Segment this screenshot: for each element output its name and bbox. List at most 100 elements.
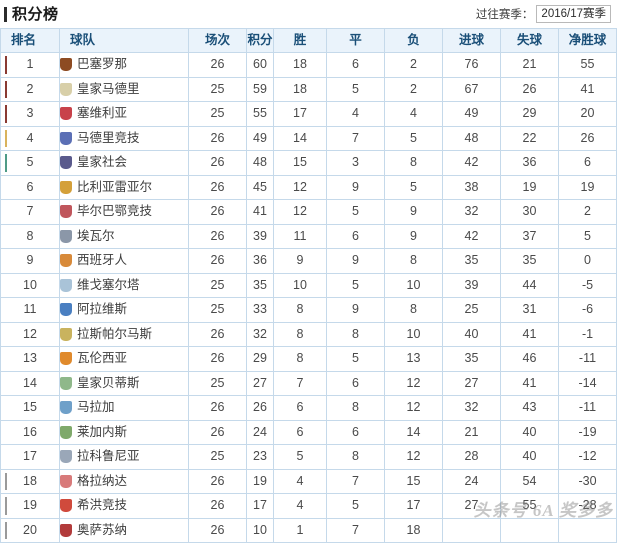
- played-cell: 25: [188, 297, 247, 323]
- played-cell: 26: [188, 321, 247, 347]
- rank-cell: 6: [0, 174, 60, 200]
- loss-cell: 2: [384, 52, 443, 78]
- gf-cell: 32: [442, 199, 501, 225]
- team-cell[interactable]: 希洪竞技: [59, 493, 189, 519]
- ga-cell: 36: [500, 150, 559, 176]
- table-row[interactable]: 14 皇家贝蒂斯 25 27 7 6 12 27 41 -14: [0, 370, 617, 396]
- draw-cell: 6: [326, 419, 385, 445]
- qualification-stripe: [5, 448, 7, 466]
- gd-cell: 26: [558, 125, 617, 151]
- gf-cell: 49: [442, 101, 501, 127]
- table-row[interactable]: 16 莱加内斯 26 24 6 6 14 21 40 -19: [0, 419, 617, 445]
- team-name: 皇家马德里: [77, 81, 140, 96]
- team-cell[interactable]: 比利亚雷亚尔: [59, 174, 189, 200]
- table-row[interactable]: 8 埃瓦尔 26 39 11 6 9 42 37 5: [0, 223, 617, 249]
- team-cell[interactable]: 皇家马德里: [59, 76, 189, 102]
- gd-cell: -19: [558, 419, 617, 445]
- team-group: 西班牙人: [60, 249, 188, 272]
- team-cell[interactable]: 皇家社会: [59, 150, 189, 176]
- qualification-stripe: [5, 424, 7, 442]
- column-header-team[interactable]: 球队: [59, 28, 189, 53]
- column-header-rank[interactable]: 排名: [0, 28, 60, 53]
- table-row[interactable]: 17 拉科鲁尼亚 25 23 5 8 12 28 40 -12: [0, 444, 617, 470]
- table-row[interactable]: 4 马德里竞技 26 49 14 7 5 48 22 26: [0, 125, 617, 151]
- draw-cell: 7: [326, 468, 385, 494]
- table-row[interactable]: 6 比利亚雷亚尔 26 45 12 9 5 38 19 19: [0, 174, 617, 200]
- played-cell: 26: [188, 493, 247, 519]
- column-header-ga[interactable]: 失球: [500, 28, 559, 53]
- rank-cell: 8: [0, 223, 60, 249]
- table-row[interactable]: 15 马拉加 26 26 6 8 12 32 43 -11: [0, 395, 617, 421]
- ga-cell: 44: [500, 272, 559, 298]
- team-cell[interactable]: 马德里竞技: [59, 125, 189, 151]
- rank-value: 8: [26, 228, 34, 243]
- team-cell[interactable]: 拉科鲁尼亚: [59, 444, 189, 470]
- draw-cell: 5: [326, 493, 385, 519]
- played-cell: 25: [188, 101, 247, 127]
- table-row[interactable]: 1 巴塞罗那 26 60 18 6 2 76 21 55: [0, 52, 617, 78]
- team-cell[interactable]: 毕尔巴鄂竞技: [59, 199, 189, 225]
- table-row[interactable]: 12 拉斯帕尔马斯 26 32 8 8 10 40 41 -1: [0, 321, 617, 347]
- team-cell[interactable]: 维戈塞尔塔: [59, 272, 189, 298]
- gd-cell: 41: [558, 76, 617, 102]
- team-cell[interactable]: 格拉纳达: [59, 468, 189, 494]
- table-row[interactable]: 9 西班牙人 26 36 9 9 8 35 35 0: [0, 248, 617, 274]
- table-row[interactable]: 18 格拉纳达 26 19 4 7 15 24 54 -30: [0, 468, 617, 494]
- played-cell: 26: [188, 248, 247, 274]
- table-row[interactable]: 11 阿拉维斯 25 33 8 9 8 25 31 -6: [0, 297, 617, 323]
- column-header-draw[interactable]: 平: [326, 28, 385, 53]
- rank-value: 3: [26, 106, 34, 120]
- win-cell: 6: [273, 419, 327, 445]
- rank-cell: 13: [0, 346, 60, 372]
- team-name: 马拉加: [77, 400, 115, 414]
- draw-cell: 5: [326, 76, 385, 102]
- column-header-played[interactable]: 场次: [188, 28, 247, 53]
- team-cell[interactable]: 阿拉维斯: [59, 297, 189, 323]
- standings-table: 排名 球队 场次 积分胜平负进球 失球 净胜球 1 巴塞罗那 26 60 18 6 2 76 21 55 2 皇…: [0, 28, 617, 543]
- qualification-stripe: [5, 521, 7, 539]
- table-row[interactable]: 2 皇家马德里 25 59 18 5 2 67 26 41: [0, 76, 617, 102]
- loss-cell: 5: [384, 174, 443, 200]
- win-cell: 4: [273, 468, 327, 494]
- ga-cell: 30: [500, 199, 559, 225]
- rank-cell: 18: [0, 468, 60, 494]
- table-row[interactable]: 5 皇家社会 26 48 15 3 8 42 36 6: [0, 150, 617, 176]
- team-cell[interactable]: 塞维利亚: [59, 101, 189, 127]
- column-header-gd[interactable]: 净胜球: [558, 28, 617, 53]
- ga-cell: 41: [500, 321, 559, 347]
- qualification-stripe: [5, 301, 7, 319]
- team-cell[interactable]: 瓦伦西亚: [59, 346, 189, 372]
- gd-cell: -12: [558, 444, 617, 470]
- table-row[interactable]: 7 毕尔巴鄂竞技 26 41 12 5 9 32 30 2: [0, 199, 617, 225]
- column-header-win[interactable]: 胜: [273, 28, 327, 53]
- draw-cell: 3: [326, 150, 385, 176]
- team-crest-icon: [60, 107, 72, 121]
- team-cell[interactable]: 巴塞罗那: [59, 52, 189, 78]
- rank-value: 12: [23, 326, 37, 341]
- team-crest-icon: [60, 327, 72, 341]
- gf-cell: 25: [442, 297, 501, 323]
- gf-cell: 39: [442, 272, 501, 298]
- season-filter[interactable]: 过往赛季： 2016/17赛季: [476, 5, 611, 23]
- draw-cell: 5: [326, 199, 385, 225]
- table-row[interactable]: 13 瓦伦西亚 26 29 8 5 13 35 46 -11: [0, 346, 617, 372]
- team-cell[interactable]: 西班牙人: [59, 248, 189, 274]
- column-header-points[interactable]: 积分: [246, 28, 274, 53]
- page-title: 积分榜: [12, 5, 59, 23]
- table-row[interactable]: 19 希洪竞技 26 17 4 5 17 27 55 -28: [0, 493, 617, 519]
- team-cell[interactable]: 拉斯帕尔马斯: [59, 321, 189, 347]
- team-name: 维戈塞尔塔: [77, 277, 140, 292]
- gd-cell: 6: [558, 150, 617, 176]
- column-header-gf[interactable]: 进球: [442, 28, 501, 53]
- team-cell[interactable]: 皇家贝蒂斯: [59, 370, 189, 396]
- team-cell[interactable]: 马拉加: [59, 395, 189, 421]
- team-cell[interactable]: 埃瓦尔: [59, 223, 189, 249]
- column-header-loss[interactable]: 负: [384, 28, 443, 53]
- season-select[interactable]: 2016/17赛季: [536, 5, 611, 23]
- table-row[interactable]: 3 塞维利亚 25 55 17 4 4 49 29 20: [0, 101, 617, 127]
- ga-cell: 35: [500, 248, 559, 274]
- team-crest-icon: [60, 499, 72, 513]
- team-cell[interactable]: 莱加内斯: [59, 419, 189, 445]
- table-row[interactable]: 10 维戈塞尔塔 25 35 10 5 10 39 44 -5: [0, 272, 617, 298]
- rank-cell: 2: [0, 76, 60, 102]
